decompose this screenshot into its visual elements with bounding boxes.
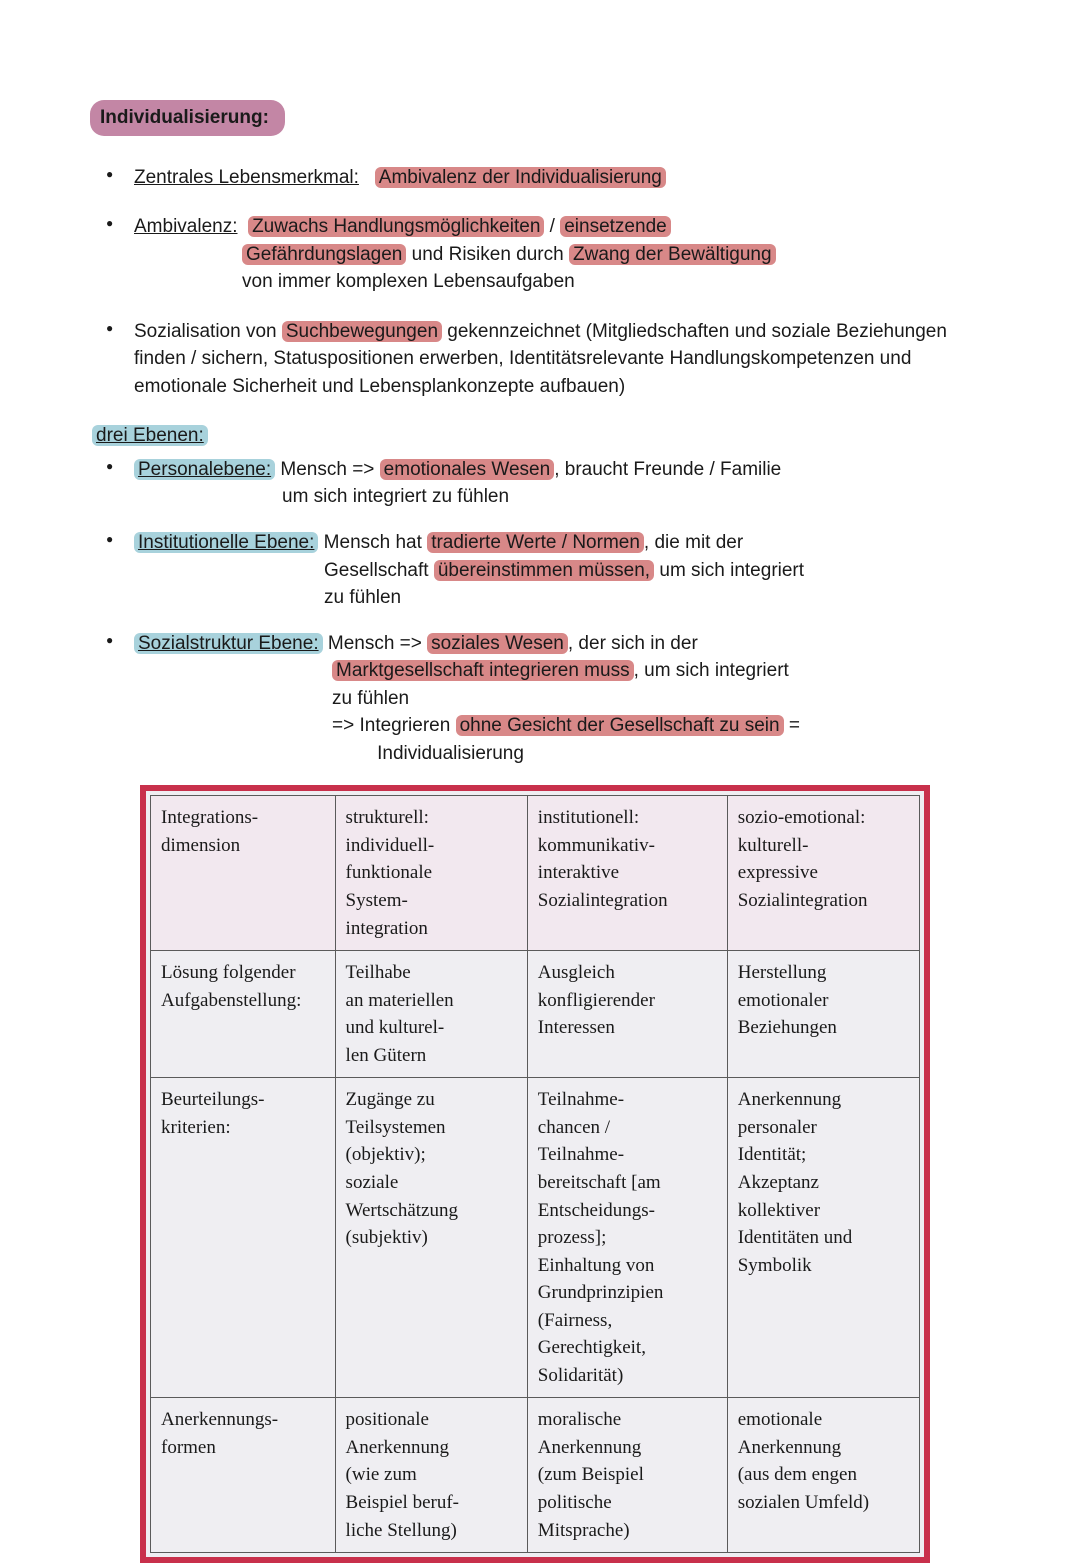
cell-r3c4: Anerkennung personaler Identität; Akzept…	[727, 1078, 919, 1398]
personal-line2: um sich integriert zu fühlen	[134, 483, 990, 511]
page-title: Individualisierung:	[100, 107, 269, 128]
inst-line2-hl: übereinstimmen müssen,	[434, 560, 654, 581]
bullet-2-line2-mid: und Risiken durch	[406, 244, 569, 265]
bullet-2-hl1: Zuwachs Handlungsmöglichkeiten	[248, 216, 544, 237]
inst-t1: Mensch hat	[318, 532, 427, 553]
main-bullet-list: Zentrales Lebensmerkmal: Ambivalenz der …	[90, 164, 990, 401]
personal-t1: Mensch =>	[275, 459, 380, 480]
soz-t2: , der sich in der	[568, 633, 698, 654]
soz-label: Sozialstruktur Ebene:	[134, 633, 323, 654]
section-head-label: drei Ebenen:	[92, 425, 208, 446]
soz-line5: Individualisierung	[134, 740, 990, 768]
soz-line4b: =	[784, 715, 800, 736]
soz-line2b: , um sich integriert	[634, 660, 789, 681]
ebene-institutionell: Institutionelle Ebene: Mensch hat tradie…	[134, 529, 990, 612]
personal-hl: emotionales Wesen	[380, 459, 555, 480]
soz-t1: Mensch =>	[323, 633, 428, 654]
inst-line2b: um sich integriert	[654, 560, 804, 581]
integration-table: Integrations- dimension strukturell: ind…	[150, 795, 920, 1553]
cell-r3c2: Zugänge zu Teilsystemen (objektiv); sozi…	[335, 1078, 527, 1398]
cell-r3c1: Beurteilungs- kriterien:	[151, 1078, 336, 1398]
bullet-3-pre: Sozialisation von	[134, 321, 282, 342]
inst-line3: zu fühlen	[134, 584, 990, 612]
inst-line2a: Gesellschaft	[324, 560, 434, 581]
integration-table-frame: Integrations- dimension strukturell: ind…	[140, 785, 930, 1563]
cell-r4c1: Anerkennungs- formen	[151, 1398, 336, 1553]
cell-r1c1: Integrations- dimension	[151, 796, 336, 951]
table-row: Lösung folgender Aufgabenstellung: Teilh…	[151, 951, 920, 1078]
cell-r4c4: emotionale Anerkennung (aus dem engen so…	[727, 1398, 919, 1553]
inst-t2: , die mit der	[644, 532, 743, 553]
soz-line4a: => Integrieren	[332, 715, 456, 736]
bullet-1-label: Zentrales Lebensmerkmal:	[134, 167, 359, 188]
ebene-personal: Personalebene: Mensch => emotionales Wes…	[134, 456, 990, 511]
page-title-pill: Individualisierung:	[90, 100, 285, 136]
section-drei-ebenen: drei Ebenen:	[90, 422, 990, 450]
cell-r3c3: Teilnahme- chancen / Teilnahme- bereitsc…	[527, 1078, 727, 1398]
cell-r4c3: moralische Anerkennung (zum Beispiel pol…	[527, 1398, 727, 1553]
bullet-1-highlight: Ambivalenz der Individualisierung	[375, 167, 666, 188]
inst-hl1: tradierte Werte / Normen	[427, 532, 644, 553]
table-row: Beurteilungs- kriterien: Zugänge zu Teil…	[151, 1078, 920, 1398]
bullet-2-label: Ambivalenz:	[134, 216, 238, 237]
soz-line3: zu fühlen	[134, 685, 990, 713]
cell-r1c4: sozio-emotional: kulturell- expressive S…	[727, 796, 919, 951]
personal-label: Personalebene:	[134, 459, 275, 480]
table-row: Anerkennungs- formen positionale Anerken…	[151, 1398, 920, 1553]
cell-r2c2: Teilhabe an materiellen und kulturel- le…	[335, 951, 527, 1078]
cell-r1c3: institutionell: kommunikativ- interaktiv…	[527, 796, 727, 951]
inst-label: Institutionelle Ebene:	[134, 532, 318, 553]
bullet-2-line3: von immer komplexen Lebensaufgaben	[134, 268, 990, 296]
soz-line4-hl: ohne Gesicht der Gesellschaft zu sein	[456, 715, 784, 736]
personal-t2: , braucht Freunde / Familie	[554, 459, 781, 480]
bullet-2: Ambivalenz: Zuwachs Handlungsmöglichkeit…	[134, 213, 990, 296]
ebene-sozialstruktur: Sozialstruktur Ebene: Mensch => soziales…	[134, 630, 990, 768]
soz-hl1: soziales Wesen	[427, 633, 568, 654]
cell-r2c4: Herstellung emotionaler Beziehungen	[727, 951, 919, 1078]
bullet-3: Sozialisation von Suchbewegungen gekennz…	[134, 318, 990, 401]
soz-line2-hl: Marktgesellschaft integrieren muss	[332, 660, 634, 681]
table-row: Integrations- dimension strukturell: ind…	[151, 796, 920, 951]
cell-r1c2: strukturell: individuell- funktionale Sy…	[335, 796, 527, 951]
bullet-3-hl: Suchbewegungen	[282, 321, 442, 342]
cell-r4c2: positionale Anerkennung (wie zum Beispie…	[335, 1398, 527, 1553]
bullet-2-sep: /	[544, 216, 560, 237]
cell-r2c3: Ausgleich konfligierender Interessen	[527, 951, 727, 1078]
bullet-2-hl2: einsetzende	[560, 216, 670, 237]
ebenen-list: Personalebene: Mensch => emotionales Wes…	[90, 456, 990, 767]
bullet-2-line2-hl1: Gefährdungslagen	[242, 244, 406, 265]
cell-r2c1: Lösung folgender Aufgabenstellung:	[151, 951, 336, 1078]
bullet-1: Zentrales Lebensmerkmal: Ambivalenz der …	[134, 164, 990, 192]
bullet-2-line2-hl2: Zwang der Bewältigung	[569, 244, 776, 265]
